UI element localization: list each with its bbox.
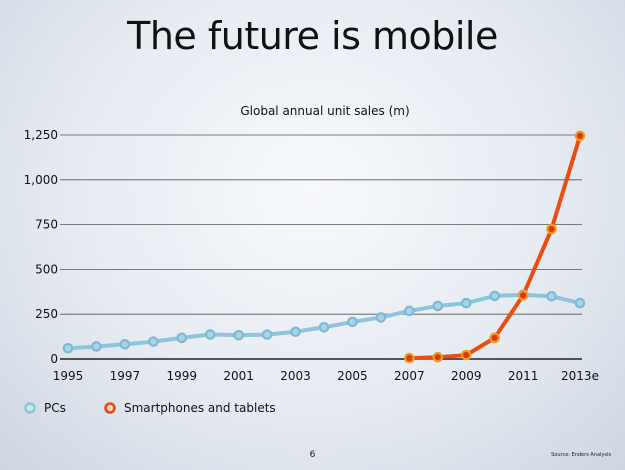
data-point — [290, 326, 301, 338]
x-tick-label: 1995 — [53, 369, 84, 383]
data-point — [404, 352, 415, 364]
data-point — [176, 332, 188, 344]
data-point — [148, 336, 159, 347]
data-point — [574, 297, 586, 309]
data-point — [489, 332, 500, 344]
x-tick-label: 2013e — [561, 369, 599, 383]
x-tick-label: 2011 — [508, 369, 539, 383]
y-tick-label: 0 — [50, 352, 58, 366]
data-point — [404, 305, 415, 317]
data-point — [517, 290, 529, 301]
data-point — [546, 290, 557, 302]
y-tick-label: 1,000 — [24, 173, 58, 187]
chart-title: Global annual unit sales (m) — [240, 104, 409, 118]
data-point — [432, 300, 444, 312]
data-point — [432, 351, 444, 363]
y-tick-label: 1,250 — [24, 128, 58, 142]
y-tick-label: 750 — [35, 218, 58, 232]
data-point — [318, 321, 330, 333]
x-tick-label: 2001 — [223, 369, 254, 383]
legend-marker — [24, 402, 36, 414]
x-tick-label: 2009 — [451, 369, 482, 383]
x-tick-label: 2007 — [394, 369, 425, 383]
source-note: Source: Enders Analysis — [551, 452, 611, 458]
slide-title: The future is mobile — [127, 14, 498, 58]
page-number: 6 — [309, 450, 316, 460]
data-point — [347, 316, 358, 328]
legend-label: Smartphones and tablets — [124, 401, 276, 415]
data-point — [574, 130, 586, 142]
data-point — [375, 312, 387, 323]
data-point — [233, 329, 244, 341]
series-line — [407, 133, 582, 361]
data-point — [261, 329, 273, 340]
x-tick-label: 1997 — [110, 369, 141, 383]
data-point — [460, 349, 472, 361]
data-point — [204, 329, 216, 340]
x-tick-label: 1999 — [167, 369, 198, 383]
x-tick-label: 2005 — [337, 369, 368, 383]
data-point — [62, 342, 74, 354]
y-tick-label: 250 — [35, 307, 58, 321]
y-tick-label: 500 — [35, 262, 58, 276]
data-point — [91, 341, 102, 352]
x-tick-label: 2003 — [280, 369, 311, 383]
data-point — [489, 290, 500, 302]
data-point — [546, 223, 557, 235]
legend-marker — [104, 402, 116, 414]
data-point — [460, 297, 472, 309]
legend-label: PCs — [44, 401, 66, 415]
data-point — [119, 339, 131, 350]
